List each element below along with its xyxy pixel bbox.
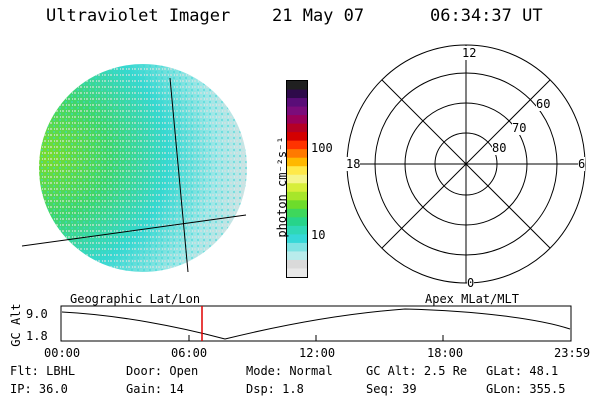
colorbar-swatch <box>287 166 307 176</box>
track-xtick-1: 06:00 <box>171 346 208 360</box>
geographic-label: Geographic Lat/Lon <box>70 292 201 306</box>
info-glat: GLat: 48.1 <box>486 364 559 378</box>
colorbar-swatch <box>287 208 307 218</box>
colorbar-swatch <box>287 259 307 269</box>
colorbar-swatch <box>287 191 307 201</box>
colorbar-swatch <box>287 183 307 193</box>
info-flt: Flt: LBHL <box>10 364 76 378</box>
colorbar-swatch <box>287 251 307 261</box>
colorbar-swatch <box>287 157 307 167</box>
instrument-title: Ultraviolet Imager <box>46 6 231 26</box>
colorbar-swatch <box>287 81 307 91</box>
colorbar-swatch <box>287 200 307 210</box>
info-mode: Mode: Normal <box>246 364 333 378</box>
track-axis-title: GC Alt <box>9 303 23 347</box>
info-gain: Gain: 14 <box>126 382 184 396</box>
colorbar-tick-100: 100 <box>311 141 333 155</box>
track-xtick-0: 00:00 <box>44 346 81 360</box>
colorbar-swatch <box>287 234 307 244</box>
colorbar-swatch <box>287 132 307 142</box>
colorbar-swatch <box>287 174 307 184</box>
longitude-line <box>169 77 189 273</box>
colorbar-swatch <box>287 140 307 150</box>
info-dsp: Dsp: 1.8 <box>246 382 304 396</box>
time-label: 06:34:37 UT <box>430 6 543 26</box>
polar-grid <box>346 44 586 284</box>
latitude-line <box>21 214 247 247</box>
colorbar-swatch <box>287 149 307 159</box>
lat-label-70: 70 <box>512 121 527 135</box>
altitude-curve <box>61 308 571 340</box>
track-ytick-low: 1.8 <box>26 329 48 343</box>
colorbar-swatch <box>287 225 307 235</box>
apex-label: Apex MLat/MLT <box>425 292 519 306</box>
track-ytick-high: 9.0 <box>26 307 48 321</box>
mlt-label-18: 18 <box>346 157 361 171</box>
info-seq: Seq: 39 <box>366 382 417 396</box>
info-gc-alt: GC Alt: 2.5 Re <box>366 364 468 378</box>
colorbar-tick-10: 10 <box>311 228 326 242</box>
track-xtick-3: 18:00 <box>427 346 464 360</box>
info-glon: GLon: 355.5 <box>486 382 566 396</box>
colorbar-swatch <box>287 106 307 116</box>
colorbar-swatch <box>287 268 307 277</box>
colorbar <box>286 80 308 278</box>
uv-disc <box>39 64 247 272</box>
track-xtick-2: 12:00 <box>299 346 336 360</box>
colorbar-swatch <box>287 123 307 133</box>
lat-label-80: 80 <box>492 141 507 155</box>
colorbar-swatch <box>287 217 307 227</box>
mlt-label-6: 6 <box>578 157 586 171</box>
colorbar-swatch <box>287 89 307 99</box>
mlt-label-0: 0 <box>467 276 475 290</box>
info-door: Door: Open <box>126 364 199 378</box>
altitude-track-plot <box>60 305 572 342</box>
colorbar-label: photon cm⁻²s⁻¹ <box>275 136 289 238</box>
lat-label-60: 60 <box>536 97 551 111</box>
info-ip: IP: 36.0 <box>10 382 68 396</box>
uv-image-panel <box>21 64 247 273</box>
colorbar-swatch <box>287 242 307 252</box>
date-label: 21 May 07 <box>272 6 365 26</box>
colorbar-swatch <box>287 115 307 125</box>
track-xtick-4: 23:59 <box>554 346 591 360</box>
mlt-label-12: 12 <box>462 46 477 60</box>
colorbar-swatch <box>287 98 307 108</box>
